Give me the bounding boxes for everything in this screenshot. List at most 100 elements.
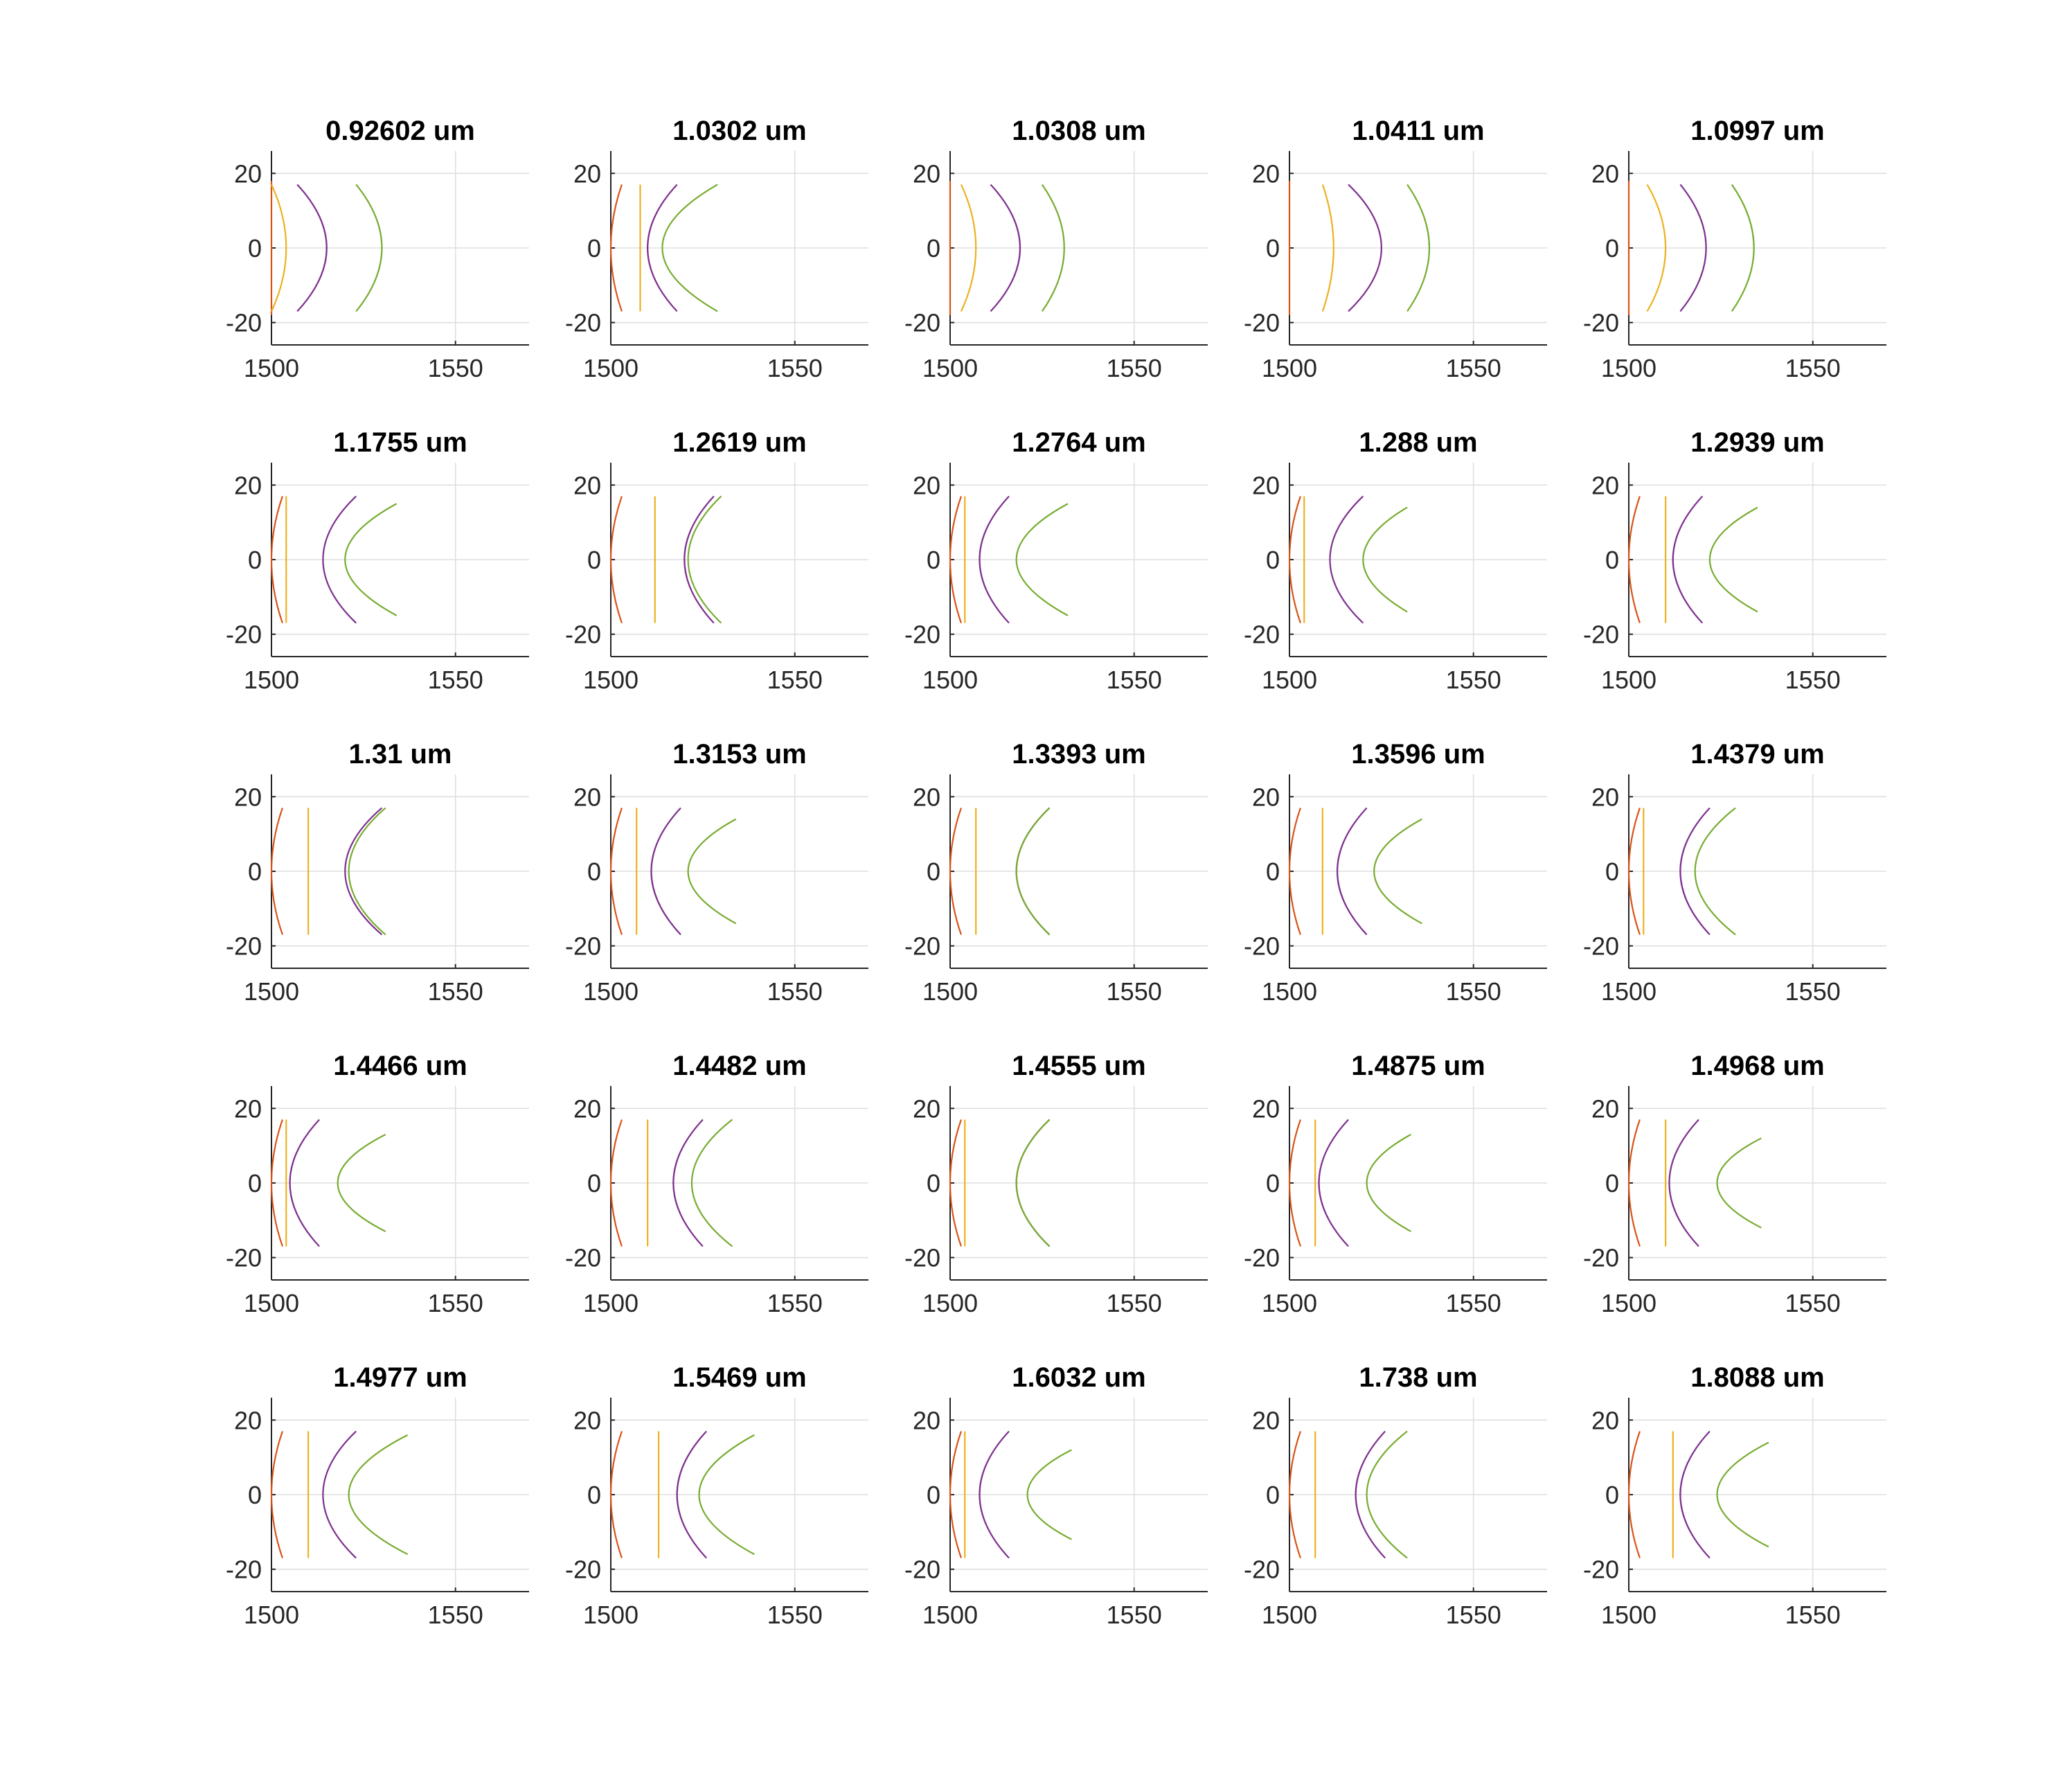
x-tick-label: 1500 — [244, 1601, 299, 1629]
subplot-title: 1.288 um — [1359, 427, 1477, 458]
y-tick-label: 20 — [1591, 783, 1619, 811]
y-tick-label: -20 — [226, 1556, 262, 1584]
green-series-arc — [1015, 1119, 1051, 1247]
y-tick-label: 20 — [1591, 471, 1619, 499]
subplot-13: 1500 1550 -20 0 20 1.3393 um — [904, 739, 1208, 1006]
red-series-arc — [1288, 808, 1301, 935]
red-series-arc — [609, 1431, 623, 1558]
x-tick-label: 1500 — [244, 977, 299, 1006]
subplot-8: 1500 1550 -20 0 20 1.2764 um — [904, 427, 1208, 694]
y-tick-label: 0 — [1605, 857, 1619, 886]
y-tick-label: 0 — [248, 1169, 262, 1198]
x-tick-label: 1550 — [1785, 977, 1841, 1006]
green-series-arc — [337, 1134, 386, 1232]
x-tick-label: 1550 — [1107, 1289, 1162, 1317]
x-tick-label: 1500 — [1262, 977, 1317, 1006]
subplot-15: 1500 1550 -20 0 20 1.4379 um — [1583, 739, 1886, 1006]
subplot-title: 1.4466 um — [333, 1051, 467, 1081]
subplot-title: 1.2764 um — [1012, 427, 1145, 458]
purple-series-arc — [647, 184, 678, 312]
subplot-title: 1.1755 um — [333, 427, 467, 458]
y-tick-label: 0 — [587, 857, 601, 886]
x-tick-label: 1500 — [583, 1601, 638, 1629]
subplot-title: 1.6032 um — [1012, 1362, 1145, 1393]
subplot-title: 1.2619 um — [672, 427, 806, 458]
y-tick-label: 20 — [234, 471, 262, 499]
green-series-arc — [691, 1119, 733, 1247]
y-tick-label: -20 — [904, 621, 940, 649]
y-tick-label: -20 — [1244, 1244, 1280, 1272]
subplot-title: 1.8088 um — [1690, 1362, 1824, 1393]
x-tick-label: 1500 — [583, 1289, 638, 1317]
y-tick-label: 20 — [1252, 783, 1280, 811]
subplot-25: 1500 1550 -20 0 20 1.8088 um — [1583, 1362, 1886, 1629]
x-tick-label: 1500 — [1262, 1289, 1317, 1317]
x-tick-label: 1550 — [1446, 1289, 1501, 1317]
purple-series-arc — [1318, 1119, 1349, 1247]
y-tick-label: 0 — [587, 234, 601, 262]
subplot-4: 1500 1550 -20 0 20 1.0411 um — [1244, 116, 1547, 382]
x-tick-label: 1500 — [1601, 977, 1656, 1006]
y-tick-label: 20 — [1591, 159, 1619, 188]
purple-series-arc — [1679, 184, 1707, 312]
x-tick-label: 1550 — [1785, 666, 1841, 694]
purple-series-arc — [676, 1430, 707, 1559]
x-tick-label: 1500 — [922, 1601, 978, 1629]
y-tick-label: -20 — [904, 1244, 940, 1272]
x-tick-label: 1500 — [583, 666, 638, 694]
y-tick-label: 0 — [1266, 546, 1280, 574]
y-tick-label: 20 — [1252, 1094, 1280, 1123]
purple-series-arc — [650, 807, 681, 936]
x-tick-label: 1550 — [1107, 1601, 1162, 1629]
subplot-title: 1.4482 um — [672, 1051, 806, 1081]
red-series-arc — [949, 496, 962, 623]
y-tick-label: -20 — [1583, 621, 1619, 649]
purple-series-arc — [322, 1430, 357, 1559]
purple-series-arc — [990, 184, 1021, 312]
green-series-arc — [687, 495, 722, 624]
y-tick-label: -20 — [904, 932, 940, 961]
purple-series-arc — [322, 495, 357, 624]
x-tick-label: 1500 — [1262, 354, 1317, 382]
y-tick-label: 0 — [248, 546, 262, 574]
y-tick-label: -20 — [1583, 1244, 1619, 1272]
purple-series-arc — [289, 1119, 320, 1247]
purple-series-arc — [1336, 807, 1368, 936]
x-tick-label: 1550 — [1107, 666, 1162, 694]
y-tick-label: -20 — [565, 621, 601, 649]
y-tick-label: 20 — [1252, 471, 1280, 499]
yellow-series-arc — [1646, 184, 1667, 312]
y-tick-label: 0 — [927, 546, 940, 574]
y-tick-label: 0 — [1605, 1481, 1619, 1509]
green-series-arc — [1015, 503, 1069, 616]
subplot-title: 1.0302 um — [672, 116, 806, 146]
x-tick-label: 1500 — [244, 1289, 299, 1317]
x-tick-label: 1550 — [428, 977, 483, 1006]
purple-series-arc — [979, 1430, 1010, 1559]
subplot-title: 1.3393 um — [1012, 739, 1145, 769]
y-tick-label: -20 — [226, 932, 262, 961]
x-tick-label: 1500 — [1601, 1601, 1656, 1629]
subplot-10: 1500 1550 -20 0 20 1.2939 um — [1583, 427, 1886, 694]
subplot-7: 1500 1550 -20 0 20 1.2619 um — [565, 427, 868, 694]
x-tick-label: 1500 — [1262, 1601, 1317, 1629]
y-tick-label: 0 — [1605, 1169, 1619, 1198]
subplot-23: 1500 1550 -20 0 20 1.6032 um — [904, 1362, 1208, 1629]
red-series-arc — [1627, 808, 1641, 935]
x-tick-label: 1500 — [1601, 1289, 1656, 1317]
green-series-arc — [1716, 1137, 1762, 1229]
x-tick-label: 1500 — [922, 1289, 978, 1317]
y-tick-label: 0 — [248, 234, 262, 262]
x-tick-label: 1550 — [1107, 977, 1162, 1006]
y-tick-label: -20 — [1244, 932, 1280, 961]
x-tick-label: 1550 — [767, 354, 823, 382]
yellow-series-arc — [1321, 184, 1334, 312]
y-tick-label: -20 — [226, 1244, 262, 1272]
subplot-title: 1.5469 um — [672, 1362, 806, 1393]
green-series-arc — [698, 1434, 755, 1556]
x-tick-label: 1500 — [922, 977, 978, 1006]
x-tick-label: 1550 — [1785, 1601, 1841, 1629]
y-tick-label: 20 — [573, 159, 601, 188]
subplot-title: 1.4968 um — [1690, 1051, 1824, 1081]
